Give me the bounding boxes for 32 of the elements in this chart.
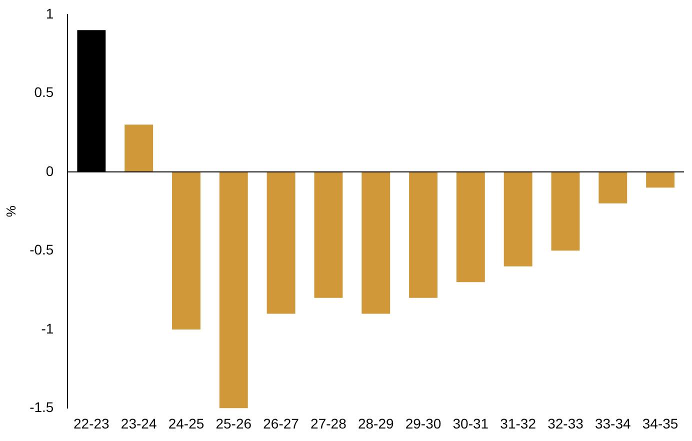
bar (172, 172, 200, 330)
y-tick-label: -0.5 (30, 242, 54, 258)
x-tick-label: 29-30 (405, 415, 442, 432)
x-tick-label: 26-27 (263, 415, 300, 432)
bar (362, 172, 390, 314)
bar (266, 172, 296, 314)
bar (598, 172, 628, 204)
bar (219, 172, 248, 408)
y-tick-label: 0 (46, 162, 54, 179)
x-tick-label: 28-29 (358, 415, 394, 432)
x-tick-label: 24-25 (168, 415, 204, 432)
x-tick-label: 22-23 (74, 415, 110, 432)
x-tick-label: 23-24 (120, 415, 157, 432)
x-tick-label: 34-35 (642, 415, 678, 432)
bar (124, 124, 154, 172)
y-tick-label: 0.5 (34, 84, 54, 100)
x-tick-label: 25-26 (216, 415, 252, 432)
x-tick-label: 31-32 (500, 415, 536, 432)
x-tick-label: 33-34 (594, 415, 632, 432)
x-tick-label: 32-33 (548, 415, 584, 432)
bar (314, 172, 343, 298)
x-tick-label: 30-31 (452, 415, 489, 432)
bar (409, 172, 438, 298)
x-tick-label: 27-28 (310, 415, 347, 432)
y-tick-label: 1 (46, 5, 54, 22)
y-axis-title: % (3, 205, 18, 218)
bar (456, 172, 485, 282)
bar (646, 172, 675, 188)
bar (504, 172, 532, 266)
y-tick-label: -1.5 (30, 399, 54, 416)
bar (551, 172, 580, 251)
y-tick-label: -1 (41, 320, 54, 336)
